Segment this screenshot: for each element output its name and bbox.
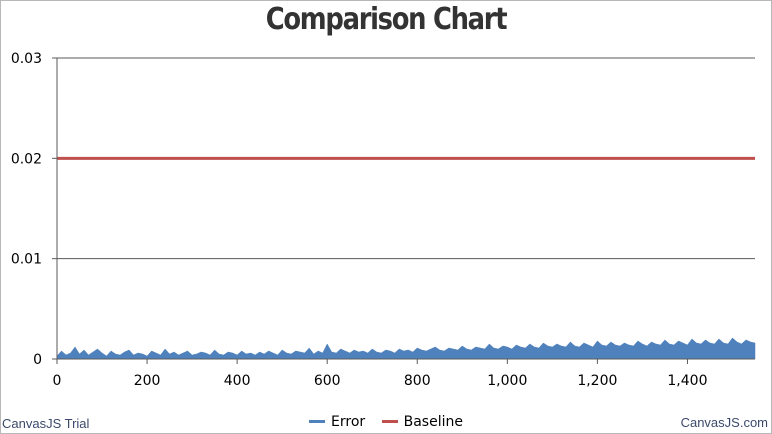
credit-canvasjs-trial[interactable]: CanvasJS Trial bbox=[2, 416, 90, 431]
series-layer bbox=[56, 156, 756, 360]
chart-title: Comparison Chart bbox=[265, 2, 508, 37]
legend-swatch-error bbox=[309, 420, 326, 423]
series-error-area bbox=[56, 337, 756, 360]
legend-swatch-baseline bbox=[381, 420, 398, 423]
x-tick-label-3: 600 bbox=[314, 373, 341, 389]
legend-item-error[interactable]: Error bbox=[309, 414, 365, 430]
y-tick-label-0: 0 bbox=[33, 352, 42, 368]
credit-canvasjs-link[interactable]: CanvasJS.com bbox=[680, 415, 768, 430]
x-tick-label-1: 200 bbox=[134, 373, 161, 389]
y-tick-label-3: 0.03 bbox=[11, 51, 42, 67]
legend-item-baseline[interactable]: Baseline bbox=[381, 413, 463, 430]
legend-label-baseline: Baseline bbox=[403, 413, 463, 430]
legend: Error Baseline bbox=[0, 411, 772, 430]
y-tick-label-2: 0.02 bbox=[11, 151, 42, 167]
x-tick-label-6: 1,200 bbox=[577, 373, 617, 389]
y-tick-label-1: 0.01 bbox=[11, 252, 42, 268]
axis-layer: 0 0.01 0.02 0.03 0 200 400 600 800 1,000 1,200 1,40… bbox=[11, 51, 755, 389]
x-tick-label-2: 400 bbox=[224, 373, 251, 389]
x-tick-label-5: 1,000 bbox=[487, 373, 527, 389]
x-tick-label-4: 800 bbox=[404, 373, 431, 389]
legend-label-error: Error bbox=[331, 413, 366, 430]
x-tick-label-7: 1,400 bbox=[667, 373, 707, 389]
x-tick-label-0: 0 bbox=[53, 373, 62, 389]
